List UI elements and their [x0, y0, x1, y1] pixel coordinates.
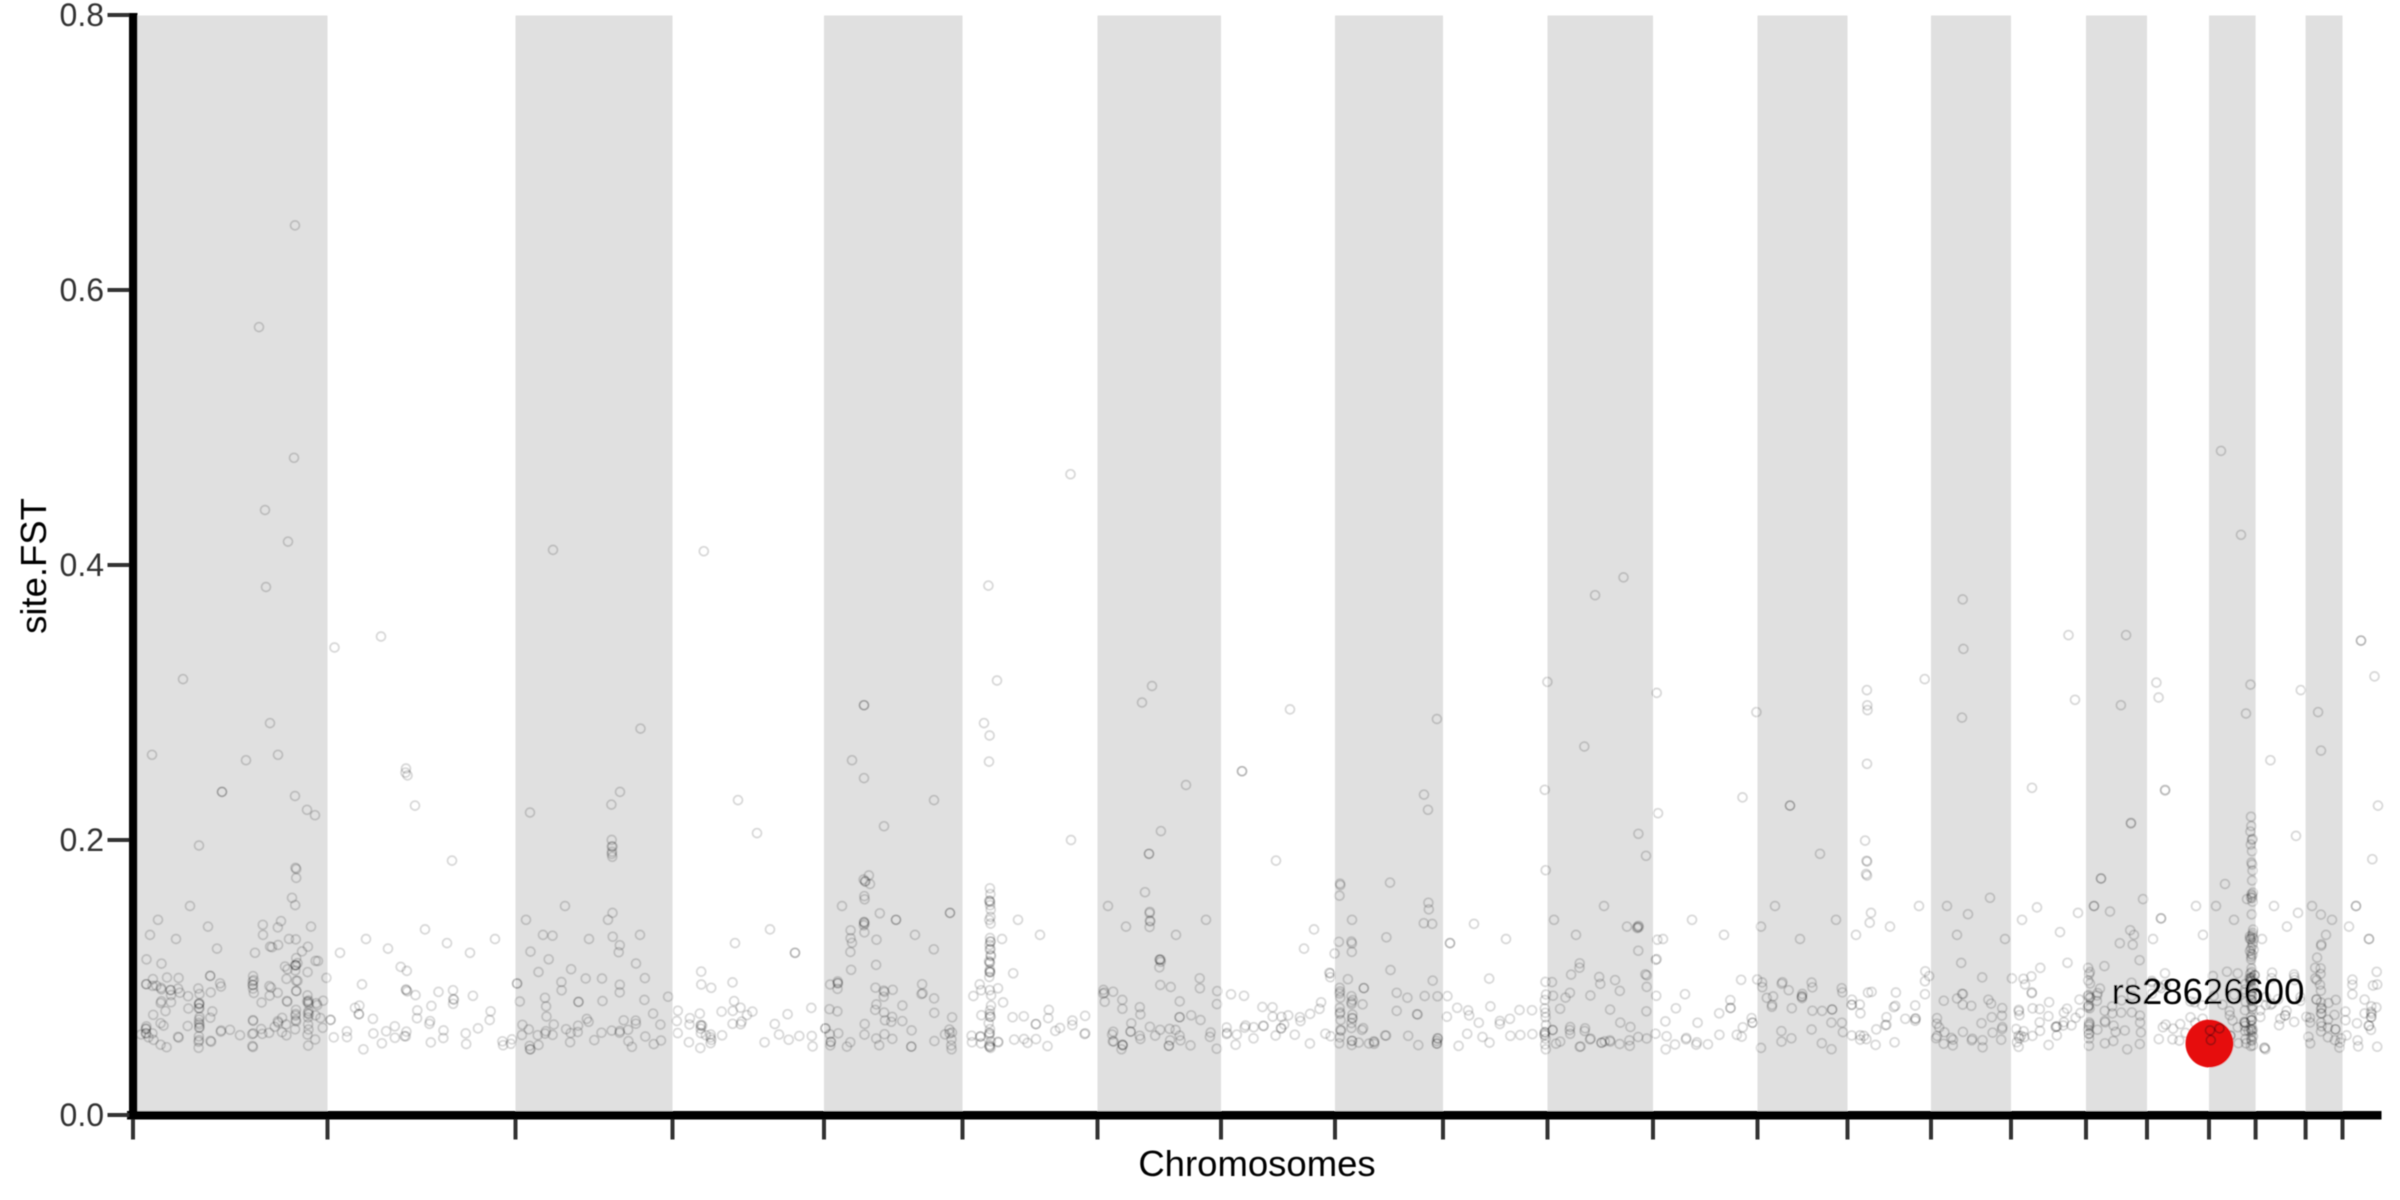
svg-text:Chromosomes: Chromosomes — [1138, 1143, 1375, 1184]
svg-text:0.0: 0.0 — [60, 1097, 104, 1133]
svg-text:0.6: 0.6 — [60, 272, 104, 308]
svg-text:site.FST: site.FST — [13, 498, 54, 634]
svg-text:0.2: 0.2 — [60, 822, 104, 858]
svg-text:0.8: 0.8 — [60, 0, 104, 33]
svg-text:rs28626600: rs28626600 — [2112, 971, 2305, 1012]
svg-text:0.4: 0.4 — [60, 547, 104, 583]
